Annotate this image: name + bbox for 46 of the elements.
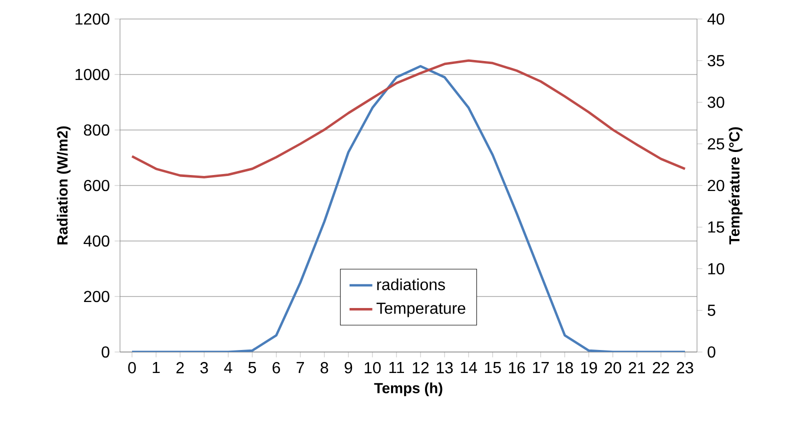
x-tick-label: 23 bbox=[676, 362, 694, 374]
line-series bbox=[130, 59, 686, 178]
legend-label: radiations bbox=[377, 278, 445, 290]
x-tick-label: 14 bbox=[460, 362, 478, 374]
y-tick-label: 1200 bbox=[76, 13, 110, 25]
x-tick-label: 19 bbox=[581, 362, 597, 374]
legend-label: Temperature bbox=[376, 302, 466, 318]
y2-tick-label: 20 bbox=[708, 180, 724, 192]
y2-tick-label: 35 bbox=[708, 54, 724, 66]
y-tick-label: 1000 bbox=[76, 68, 110, 80]
y-tick-label: 600 bbox=[84, 180, 110, 192]
y-tick-label: 800 bbox=[84, 124, 110, 136]
x-tick-label: 15 bbox=[484, 362, 501, 374]
x-tick-label: 0 bbox=[128, 362, 136, 374]
x-tick-label: 6 bbox=[272, 362, 280, 374]
x-tick-label: 8 bbox=[320, 362, 328, 374]
x-tick-label: 16 bbox=[509, 362, 525, 374]
x-tick-label: 17 bbox=[533, 362, 549, 374]
x-tick-label: 13 bbox=[436, 362, 453, 374]
x-tick-label: 3 bbox=[200, 362, 208, 374]
x-tick-label: 21 bbox=[628, 362, 646, 374]
x-tick-label: 7 bbox=[296, 362, 304, 374]
x-tick-label: 20 bbox=[604, 362, 622, 374]
y-tick-label: 0 bbox=[102, 346, 110, 358]
x-tick-label: 4 bbox=[224, 362, 232, 374]
y2-tick-label: 30 bbox=[708, 96, 724, 108]
x-tick-label: 12 bbox=[412, 362, 429, 374]
y2-tick-label: 25 bbox=[708, 138, 724, 150]
x-tick-label: 2 bbox=[176, 362, 184, 374]
y-tick-label: 200 bbox=[84, 290, 110, 302]
x-tick-label: 10 bbox=[364, 362, 381, 374]
x-tick-label: 5 bbox=[248, 362, 256, 374]
y2-tick-label: 5 bbox=[708, 304, 716, 316]
x-tick-label: 18 bbox=[557, 362, 573, 374]
x-tick-label: 11 bbox=[389, 362, 404, 374]
y2-tick-label: 10 bbox=[708, 263, 724, 274]
x-tick-label: 1 bbox=[152, 362, 160, 374]
y-tick-label: 400 bbox=[84, 235, 110, 247]
y2-tick-label: 0 bbox=[708, 346, 716, 358]
y2-tick-label: 40 bbox=[707, 13, 724, 25]
x-axis-title: Temps (h) bbox=[374, 382, 442, 396]
y2-tick-label: 15 bbox=[708, 222, 724, 233]
y2-axis-title: Température (°C) bbox=[728, 127, 742, 244]
x-tick-label: 22 bbox=[652, 362, 670, 374]
x-tick-label: 9 bbox=[344, 362, 352, 374]
y-axis-title: Radiation (W/m2) bbox=[56, 126, 71, 244]
